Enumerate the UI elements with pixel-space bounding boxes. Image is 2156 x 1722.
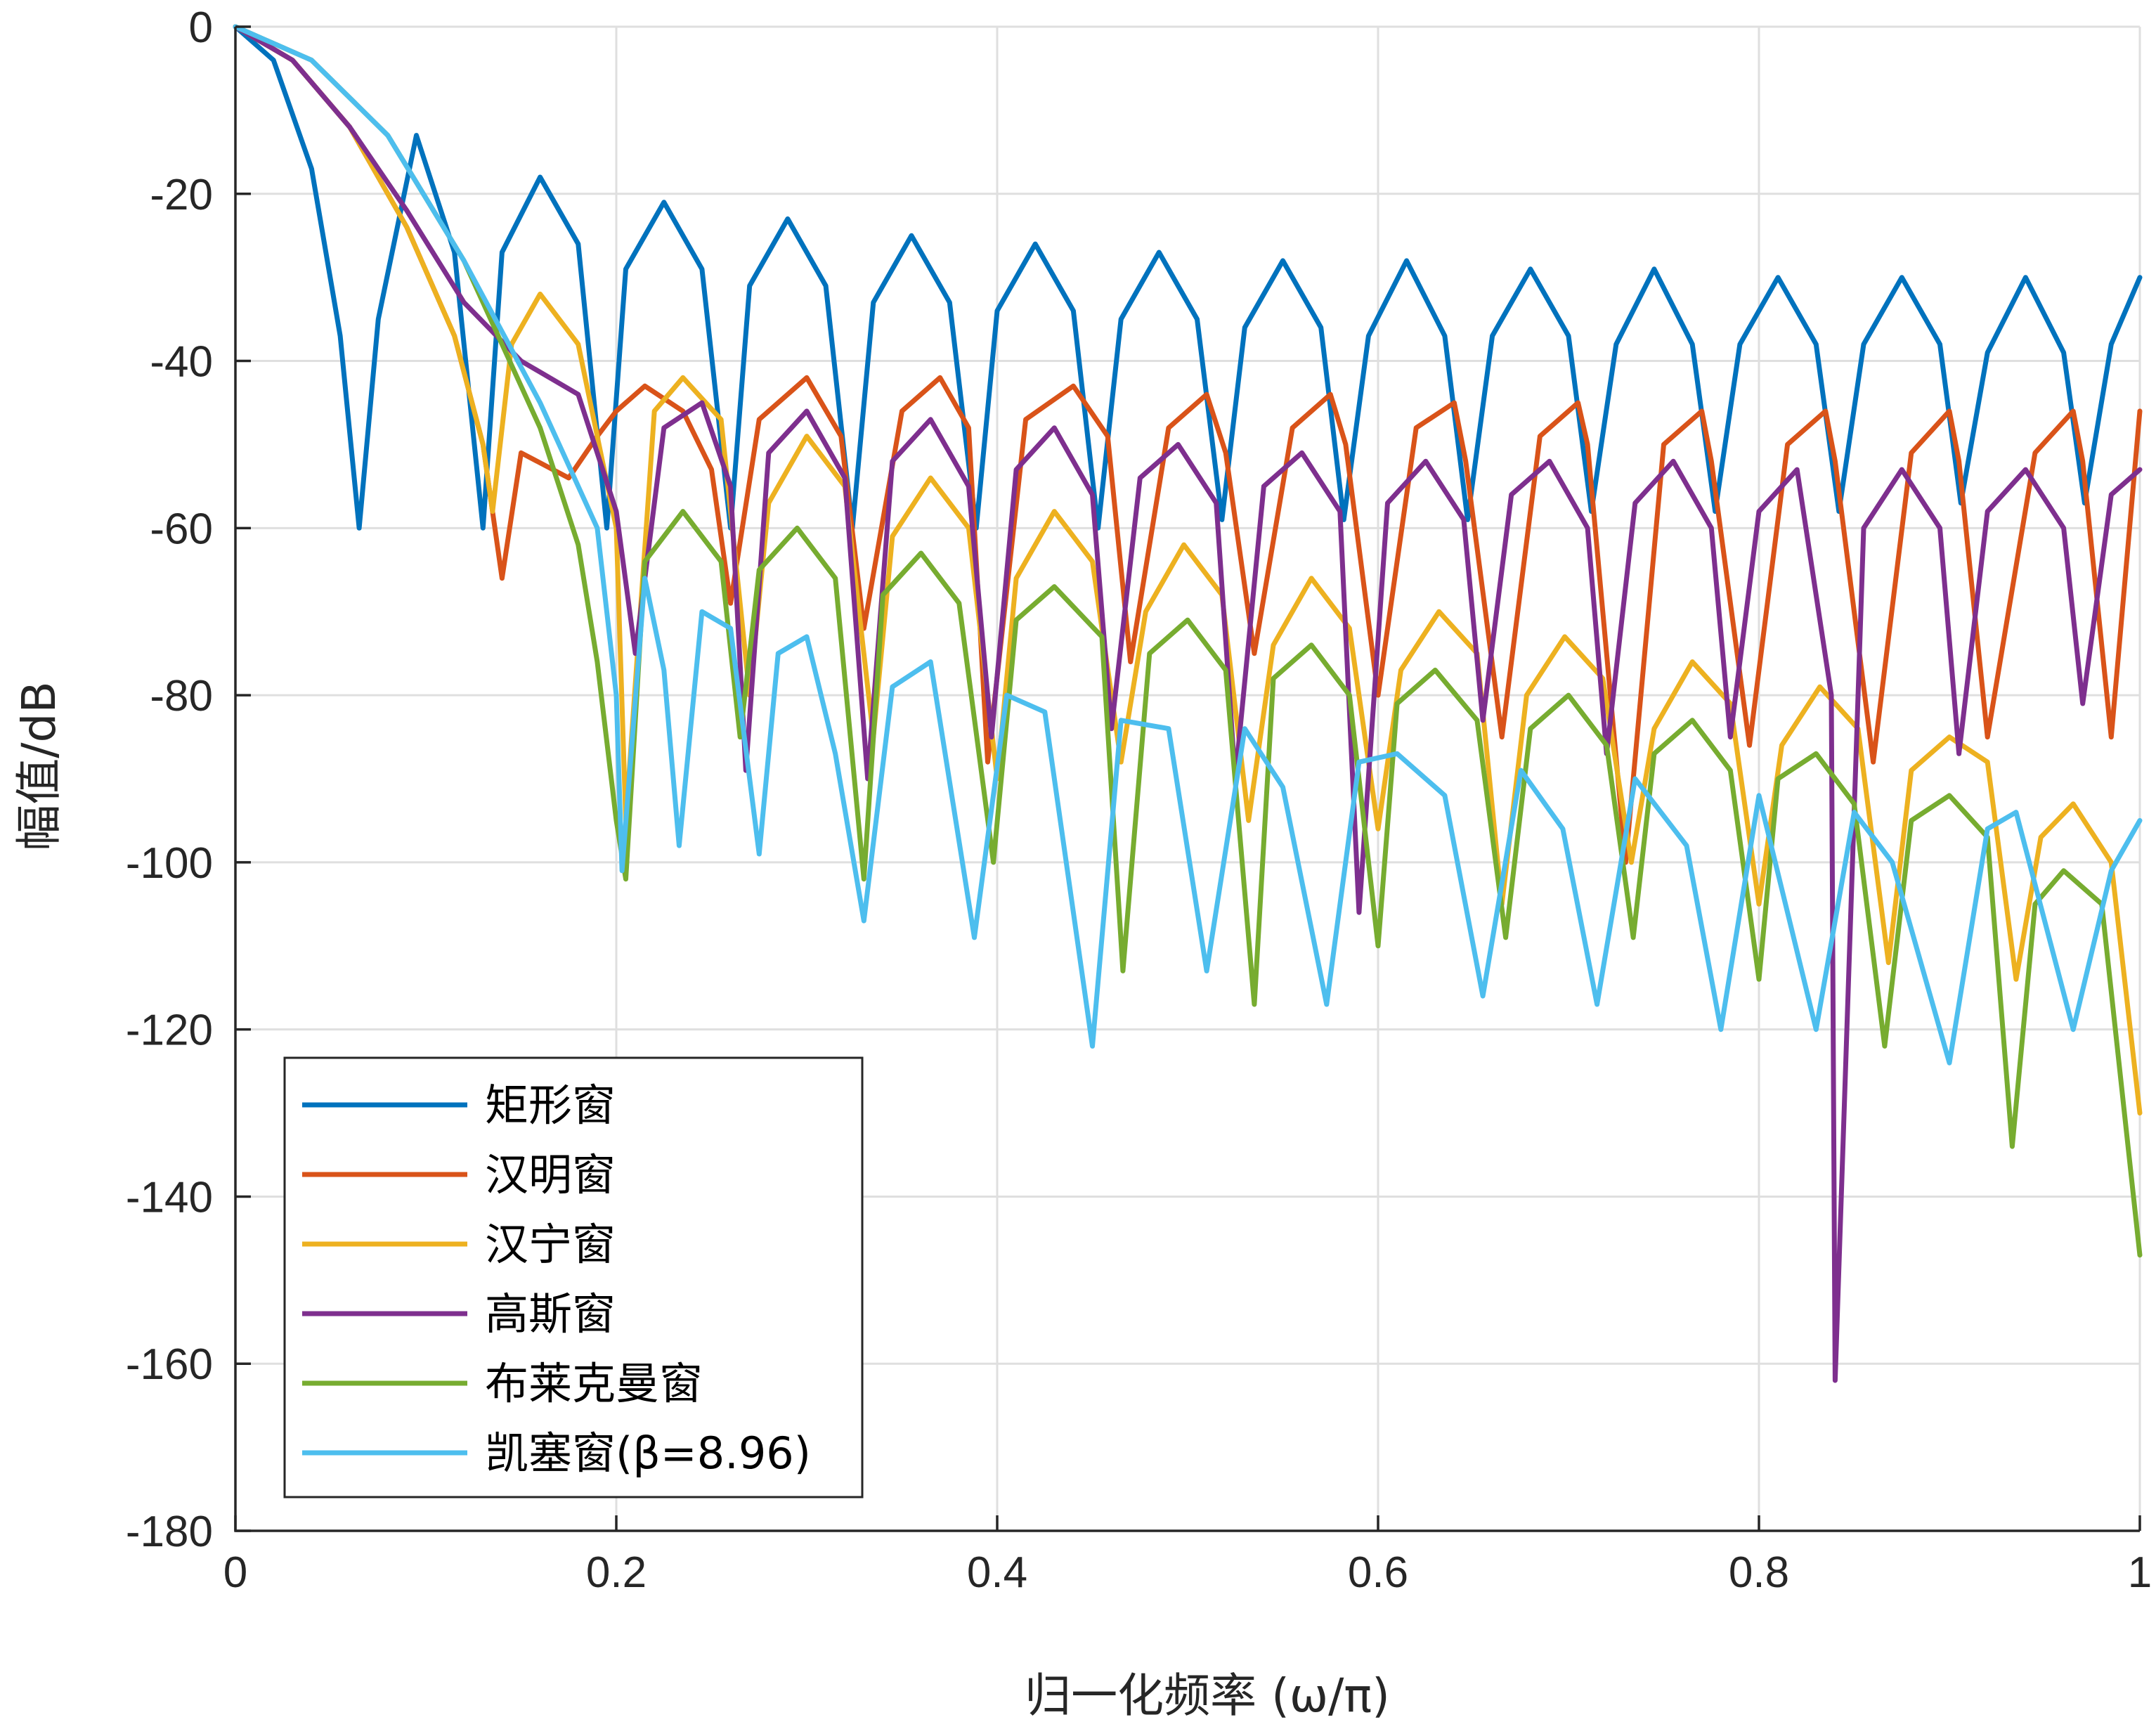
legend-label: 汉宁窗 [485, 1219, 616, 1270]
y-tick-label: -160 [126, 1340, 213, 1389]
y-axis-label: 幅值/dB [12, 681, 66, 850]
series-layer [233, 24, 2143, 1383]
y-tick-label: -120 [126, 1006, 213, 1055]
y-tick-label: -180 [126, 1508, 213, 1556]
x-tick-label: 0.2 [586, 1548, 647, 1597]
legend-label: 高斯窗 [485, 1288, 616, 1340]
series-line-6 [233, 24, 2143, 1066]
axis-lines [234, 27, 2140, 1532]
legend-box [283, 1056, 864, 1498]
y-tick-label: 0 [189, 4, 213, 52]
x-tick-label: 0.8 [1729, 1548, 1789, 1597]
series-line-4 [233, 24, 2143, 1383]
y-tick-label: -40 [150, 338, 213, 387]
x-axis-label: 归一化频率 (ω/π) [1025, 1669, 1390, 1722]
x-tick-label: 1 [2128, 1548, 2152, 1597]
series-line-1 [233, 24, 2143, 531]
legend-label: 布莱克曼窗 [485, 1358, 703, 1409]
legend-label: 凯塞窗(β=8.96) [485, 1428, 811, 1479]
x-tick-label: 0.6 [1348, 1548, 1408, 1597]
axes [234, 25, 2141, 1532]
y-tick-label: -140 [126, 1173, 213, 1222]
x-tick-label: 0.4 [967, 1548, 1027, 1597]
y-tick-label: -60 [150, 505, 213, 553]
tick-labels: 0 0.2 0.4 0.6 0.8 1 0 -20 -40 -60 -80 -100 -120 -140 -… [126, 4, 2152, 1597]
series-line-2 [233, 24, 2143, 865]
grid [234, 25, 2141, 1532]
y-tick-label: -20 [150, 171, 213, 219]
y-tick-label: -100 [126, 839, 213, 888]
y-tick-label: -80 [150, 672, 213, 720]
legend-label: 汉明窗 [485, 1149, 616, 1200]
legend-label: 矩形窗 [485, 1080, 616, 1131]
x-tick-label: 0 [223, 1548, 247, 1597]
series-line-5 [233, 24, 2143, 1258]
